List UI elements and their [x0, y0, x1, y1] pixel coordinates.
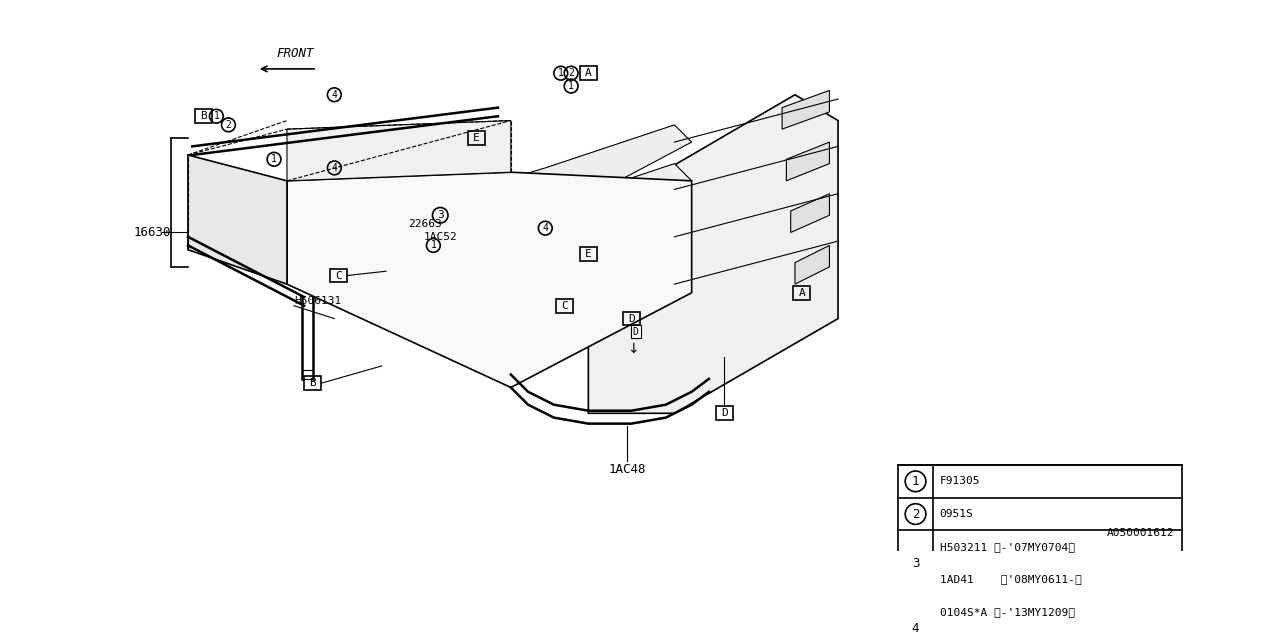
Text: D: D	[632, 326, 639, 337]
Bar	[195, 109, 212, 123]
Text: E: E	[474, 132, 480, 143]
Text: B: B	[200, 111, 207, 121]
Polygon shape	[795, 245, 829, 284]
Bar	[305, 376, 321, 390]
Text: 1: 1	[558, 68, 563, 78]
Polygon shape	[502, 241, 691, 319]
Bar	[623, 312, 640, 326]
Text: H506131: H506131	[294, 296, 340, 307]
Polygon shape	[287, 120, 511, 181]
Text: 1: 1	[214, 111, 219, 121]
Text: 4: 4	[332, 90, 337, 100]
Text: C: C	[561, 301, 567, 310]
Text: 4: 4	[332, 163, 337, 173]
Polygon shape	[589, 95, 838, 413]
Text: B: B	[310, 378, 316, 388]
Polygon shape	[287, 172, 691, 387]
Text: A: A	[799, 288, 805, 298]
Text: 16630: 16630	[133, 226, 172, 239]
Bar	[580, 67, 596, 80]
Polygon shape	[786, 142, 829, 181]
Polygon shape	[502, 125, 691, 215]
Text: 2: 2	[568, 68, 573, 78]
Text: 4: 4	[911, 622, 919, 635]
Text: D: D	[628, 314, 635, 324]
Text: 1: 1	[271, 154, 276, 164]
Text: A: A	[585, 68, 591, 78]
Polygon shape	[791, 194, 829, 232]
Bar	[556, 299, 573, 312]
Bar	[580, 247, 596, 261]
Text: 22663: 22663	[408, 219, 442, 229]
Bar	[794, 286, 810, 300]
Polygon shape	[502, 164, 691, 250]
Text: F91305: F91305	[940, 476, 980, 486]
Text: 4: 4	[543, 223, 548, 233]
Text: A050001612: A050001612	[1106, 528, 1174, 538]
Polygon shape	[502, 202, 691, 284]
Bar	[899, 465, 1183, 640]
Text: D: D	[721, 408, 728, 419]
Text: 3: 3	[436, 211, 444, 220]
Text: 1AD41    〈'08MY0611-〉: 1AD41 〈'08MY0611-〉	[940, 575, 1082, 584]
Text: 3: 3	[911, 557, 919, 570]
Text: 0104S*A 〈-'13MY1209〉: 0104S*A 〈-'13MY1209〉	[940, 607, 1075, 617]
Text: 1: 1	[430, 241, 436, 250]
Text: 1: 1	[911, 475, 919, 488]
Bar	[330, 269, 347, 282]
Bar	[716, 406, 733, 420]
Text: 1: 1	[568, 81, 573, 91]
Polygon shape	[188, 155, 287, 284]
Text: 1AC52: 1AC52	[424, 232, 457, 242]
Polygon shape	[782, 90, 829, 129]
Bar	[467, 131, 485, 145]
Text: H503211 〈-'07MY0704〉: H503211 〈-'07MY0704〉	[940, 542, 1075, 552]
Text: FRONT: FRONT	[276, 47, 315, 60]
Text: 2: 2	[225, 120, 232, 130]
Text: 2: 2	[911, 508, 919, 520]
Text: ↓: ↓	[627, 342, 639, 356]
Text: E: E	[585, 249, 591, 259]
Text: C: C	[335, 271, 342, 280]
Text: 1AC48: 1AC48	[608, 463, 646, 476]
Text: 0951S: 0951S	[940, 509, 973, 519]
